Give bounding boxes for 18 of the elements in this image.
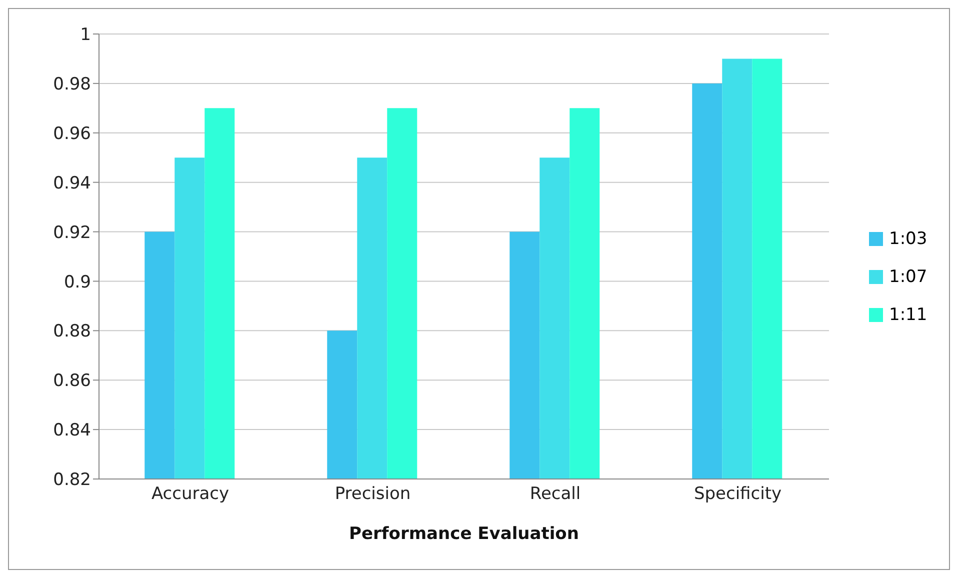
legend-label: 1:07 xyxy=(889,267,928,287)
y-tick-label: 0.84 xyxy=(53,420,91,441)
y-tick-label: 0.98 xyxy=(53,74,91,94)
y-tick-label: 0.82 xyxy=(53,470,91,490)
y-tick-label: 0.86 xyxy=(53,371,91,392)
y-tick-label: 0.92 xyxy=(53,222,91,243)
x-tick-label: Recall xyxy=(530,484,581,504)
y-tick-label: 0.94 xyxy=(53,173,91,194)
y-tick-label: 0.88 xyxy=(53,322,91,342)
x-tick-label: Precision xyxy=(334,484,411,504)
legend-label: 1:11 xyxy=(889,305,928,325)
x-tick-label: Specificity xyxy=(694,484,782,504)
legend-label: 1:03 xyxy=(889,229,928,249)
x-tick-label: Accuracy xyxy=(151,484,230,504)
y-tick-label: 0.9 xyxy=(64,272,91,292)
y-tick-label: 1 xyxy=(80,25,91,46)
y-tick-label: 0.96 xyxy=(53,124,91,144)
x-axis-title: Performance Evaluation xyxy=(349,524,579,544)
